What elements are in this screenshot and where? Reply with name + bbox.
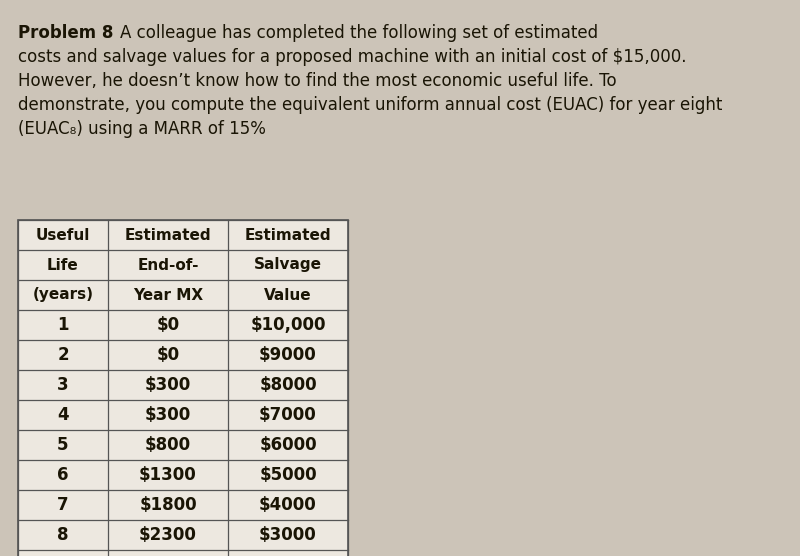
Bar [18, 220, 348, 556]
Text: $4000: $4000 [259, 496, 317, 514]
Text: $1800: $1800 [139, 496, 197, 514]
Text: $3000: $3000 [259, 526, 317, 544]
Text: End-of-: End-of- [138, 257, 198, 272]
Text: $5000: $5000 [259, 466, 317, 484]
Text: demonstrate, you compute the equivalent uniform annual cost (EUAC) for year eigh: demonstrate, you compute the equivalent … [18, 96, 722, 114]
Text: $8000: $8000 [259, 376, 317, 394]
Text: Year MX: Year MX [133, 287, 203, 302]
Text: $0: $0 [157, 346, 179, 364]
Text: 2: 2 [57, 346, 69, 364]
Text: costs and salvage values for a proposed machine with an initial cost of $15,000.: costs and salvage values for a proposed … [18, 48, 686, 66]
Text: (years): (years) [33, 287, 94, 302]
Text: $300: $300 [145, 376, 191, 394]
Text: 6: 6 [58, 466, 69, 484]
Text: 8: 8 [58, 526, 69, 544]
Text: $10,000: $10,000 [250, 316, 326, 334]
Text: 3: 3 [57, 376, 69, 394]
Text: Life: Life [47, 257, 79, 272]
Text: $9000: $9000 [259, 346, 317, 364]
Text: $2300: $2300 [139, 526, 197, 544]
Text: A colleague has completed the following set of estimated: A colleague has completed the following … [120, 24, 598, 42]
Text: $7000: $7000 [259, 406, 317, 424]
Text: $1300: $1300 [139, 466, 197, 484]
Text: $300: $300 [145, 406, 191, 424]
Text: Estimated: Estimated [245, 227, 331, 242]
Text: $0: $0 [157, 316, 179, 334]
Text: 4: 4 [57, 406, 69, 424]
Text: Useful: Useful [36, 227, 90, 242]
Text: Problem 8: Problem 8 [18, 24, 114, 42]
Text: 5: 5 [58, 436, 69, 454]
Text: (EUAC₈) using a MARR of 15%: (EUAC₈) using a MARR of 15% [18, 120, 266, 138]
Text: $800: $800 [145, 436, 191, 454]
Text: $6000: $6000 [259, 436, 317, 454]
Text: Estimated: Estimated [125, 227, 211, 242]
Text: 1: 1 [58, 316, 69, 334]
Text: However, he doesn’t know how to find the most economic useful life. To: However, he doesn’t know how to find the… [18, 72, 617, 90]
Text: 7: 7 [57, 496, 69, 514]
Text: Salvage: Salvage [254, 257, 322, 272]
Text: Value: Value [264, 287, 312, 302]
